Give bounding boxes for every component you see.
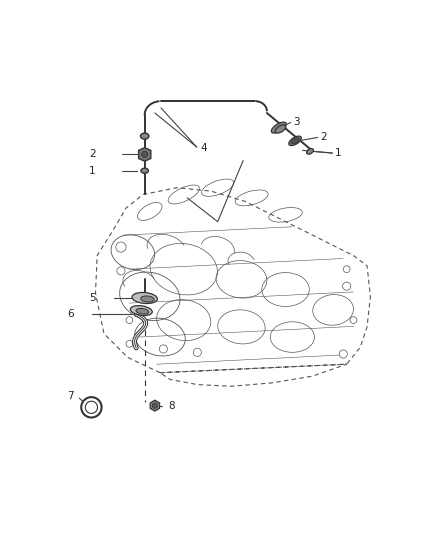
Ellipse shape <box>289 136 301 146</box>
Text: 2: 2 <box>89 149 95 159</box>
Ellipse shape <box>275 125 286 133</box>
Text: 3: 3 <box>293 117 300 126</box>
Circle shape <box>141 151 148 157</box>
Ellipse shape <box>131 305 152 316</box>
Ellipse shape <box>307 149 314 154</box>
Polygon shape <box>150 400 159 411</box>
Text: 1: 1 <box>89 166 95 176</box>
Text: 8: 8 <box>169 401 175 410</box>
Text: 2: 2 <box>320 132 327 142</box>
Ellipse shape <box>141 168 148 173</box>
Text: 6: 6 <box>67 309 74 319</box>
Ellipse shape <box>136 309 149 314</box>
Ellipse shape <box>141 133 149 139</box>
Ellipse shape <box>291 138 299 144</box>
Circle shape <box>85 401 98 414</box>
Circle shape <box>81 397 102 417</box>
Ellipse shape <box>271 122 286 133</box>
Polygon shape <box>138 148 151 161</box>
Text: 1: 1 <box>335 148 342 158</box>
Ellipse shape <box>132 293 157 303</box>
Text: 7: 7 <box>67 391 74 401</box>
Text: 5: 5 <box>89 293 95 303</box>
Ellipse shape <box>141 296 154 302</box>
Text: 4: 4 <box>201 143 207 154</box>
Circle shape <box>152 403 158 408</box>
